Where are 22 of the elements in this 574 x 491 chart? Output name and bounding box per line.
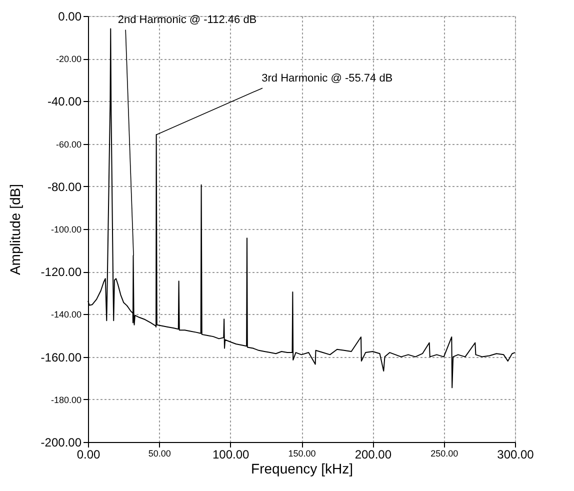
x-tick-label: 250.00	[430, 448, 458, 458]
y-tick-label: -180.00	[50, 394, 82, 405]
x-tick-label: 0.00	[76, 448, 100, 462]
y-tick-label: -200.00	[40, 436, 82, 450]
x-axis-title: Frequency [kHz]	[251, 460, 353, 476]
x-tick-label: 50.00	[148, 448, 171, 458]
x-tick-label: 200.00	[354, 448, 392, 462]
annotation: 2nd Harmonic @ -112.46 dB	[118, 14, 257, 26]
y-tick-label: -140.00	[50, 310, 82, 320]
y-tick-label: -100.00	[50, 224, 82, 234]
y-tick-label: -40.00	[47, 94, 82, 109]
annotation: 3rd Harmonic @ -55.74 dB	[262, 72, 393, 84]
y-axis-title: Amplitude [dB]	[6, 184, 23, 276]
x-tick-label: 150.00	[288, 448, 316, 458]
y-tick-label: -120.00	[40, 265, 82, 280]
x-tick-label: 300.00	[497, 448, 534, 462]
y-tick-label: -80.00	[47, 180, 82, 194]
y-tick-label: -60.00	[56, 139, 82, 150]
x-tick-label: 100.00	[212, 448, 250, 462]
y-tick-label: -160.00	[40, 350, 82, 364]
y-tick-label: -20.00	[56, 54, 82, 64]
y-tick-label: 0.00	[58, 10, 82, 24]
